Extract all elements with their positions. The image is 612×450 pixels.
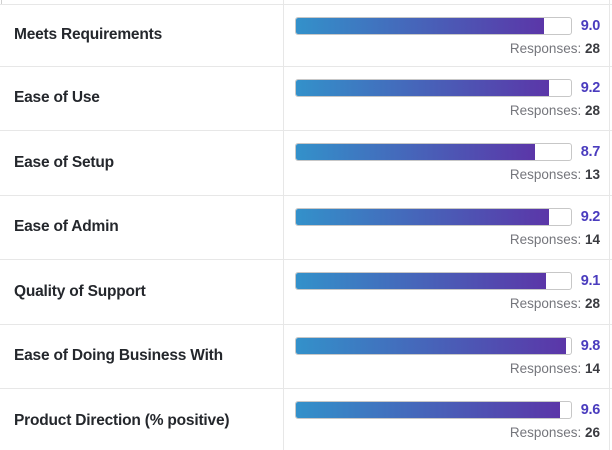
bar-fill (296, 79, 549, 96)
bar-line: 9.0 (295, 17, 600, 35)
metric-label: Product Direction (% positive) (14, 412, 230, 430)
responses-count: 28 (584, 296, 600, 311)
rating-score: 9.0 (580, 18, 601, 34)
rating-bar-track (295, 17, 572, 35)
bar-fill (296, 402, 560, 418)
responses-prefix-label: Responses: (509, 231, 582, 247)
column-divider (283, 0, 284, 450)
responses-count: 28 (584, 102, 600, 118)
metric-label-cell: Meets Requirements (0, 5, 284, 66)
rating-score: 9.6 (580, 402, 601, 418)
rating-bar-cell: 8.7 Responses: 13 (284, 131, 612, 195)
metric-label: Quality of Support (14, 282, 146, 300)
metric-label-cell: Ease of Setup (0, 131, 284, 195)
metric-label-cell: Product Direction (% positive) (0, 389, 284, 450)
bar-line: 8.7 (295, 143, 600, 161)
rating-bar-track (295, 143, 572, 161)
metric-label-cell: Quality of Support (0, 260, 284, 324)
table-top-border (0, 4, 612, 5)
rating-bar-track (295, 401, 572, 419)
rating-bar-track (295, 272, 572, 290)
responses-count: 14 (584, 360, 600, 376)
rating-bar-cell: 9.1 Responses: 28 (284, 260, 612, 324)
rating-bar-track (295, 207, 572, 226)
responses-prefix-label: Responses: (509, 102, 582, 118)
rating-row: Ease of Doing Business With 9.8 Response… (0, 325, 612, 389)
responses-line: Responses: 13 (295, 167, 600, 182)
metric-label: Meets Requirements (14, 26, 163, 44)
table-right-border (609, 0, 610, 450)
responses-line: Responses: 28 (295, 103, 600, 118)
bar-line: 9.2 (295, 207, 601, 226)
responses-line: Responses: 28 (295, 296, 600, 311)
rating-score: 9.1 (580, 273, 601, 289)
rating-row: Product Direction (% positive) 9.6 Respo… (0, 389, 612, 450)
rating-bar-cell: 9.6 Responses: 26 (284, 389, 612, 450)
rating-bar-track (295, 336, 572, 355)
rating-score: 9.2 (580, 79, 601, 96)
rating-row: Ease of Admin 9.2 Responses: 14 (0, 196, 612, 260)
rating-score: 9.2 (580, 208, 601, 225)
rating-bar-cell: 9.2 Responses: 14 (284, 196, 612, 260)
rating-row: Ease of Use 9.2 Responses: 28 (0, 67, 612, 131)
bar-fill (296, 18, 544, 34)
rating-bar-cell: 9.8 Responses: 14 (284, 325, 612, 389)
responses-prefix-label: Responses: (509, 296, 582, 311)
responses-line: Responses: 14 (295, 361, 600, 376)
rating-bar-track (295, 78, 572, 97)
metric-label: Ease of Doing Business With (14, 347, 223, 365)
responses-count: 13 (584, 167, 600, 182)
rating-row: Quality of Support 9.1 Responses: 28 (0, 260, 612, 325)
bar-fill (296, 208, 549, 225)
responses-line: Responses: 28 (295, 41, 600, 56)
rating-score: 9.8 (580, 337, 601, 354)
bar-fill (296, 144, 536, 160)
rating-row: Ease of Setup 8.7 Responses: 13 (0, 131, 612, 196)
bar-line: 9.2 (295, 78, 601, 97)
responses-prefix-label: Responses: (509, 167, 582, 182)
bar-line: 9.6 (295, 401, 600, 419)
metric-label-cell: Ease of Admin (0, 196, 284, 260)
responses-count: 28 (584, 41, 600, 56)
bar-fill (296, 273, 547, 289)
metric-label: Ease of Use (14, 89, 100, 107)
rating-score: 8.7 (580, 144, 601, 160)
rating-bar-cell: 9.0 Responses: 28 (284, 5, 612, 66)
bar-fill (296, 337, 566, 354)
rating-row: Meets Requirements 9.0 Responses: 28 (0, 5, 612, 67)
metric-label: Ease of Setup (14, 153, 114, 171)
responses-prefix-label: Responses: (509, 41, 582, 56)
metric-label: Ease of Admin (14, 218, 119, 236)
responses-line: Responses: 14 (295, 232, 600, 247)
metric-label-cell: Ease of Doing Business With (0, 325, 284, 389)
bar-line: 9.1 (295, 272, 600, 290)
responses-count: 14 (584, 231, 600, 247)
responses-prefix-label: Responses: (509, 425, 582, 440)
ratings-table-rows: Meets Requirements 9.0 Responses: 28 Eas… (0, 5, 612, 450)
table-left-edge-tick (1, 0, 2, 4)
bar-line: 9.8 (295, 336, 601, 355)
metric-label-cell: Ease of Use (0, 67, 284, 131)
responses-prefix-label: Responses: (509, 360, 582, 376)
rating-bar-cell: 9.2 Responses: 28 (284, 67, 612, 131)
responses-line: Responses: 26 (295, 425, 600, 440)
responses-count: 26 (584, 425, 600, 440)
